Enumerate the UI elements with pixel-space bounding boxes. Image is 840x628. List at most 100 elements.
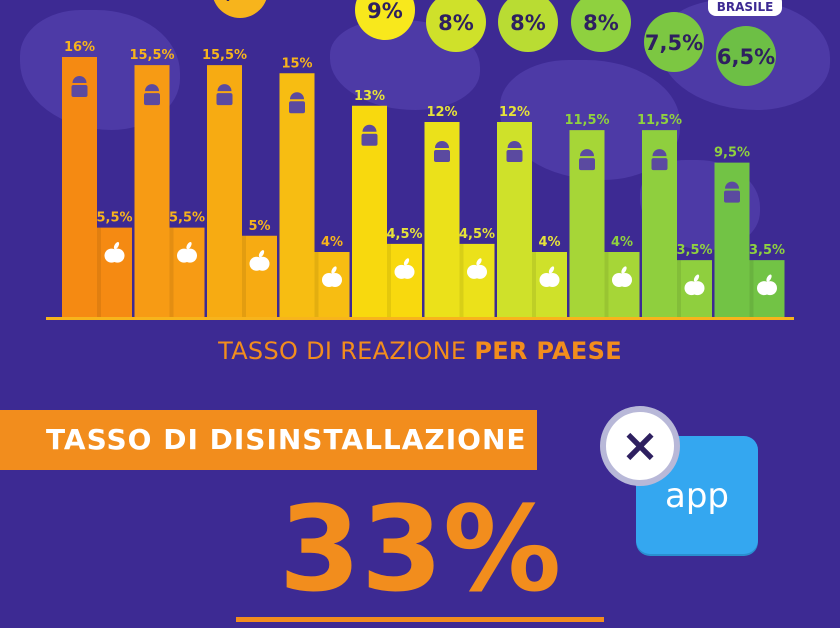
android-icon xyxy=(71,85,88,97)
apple-icon xyxy=(183,248,197,263)
apple-value-label: 5,5% xyxy=(169,211,205,226)
apple-value-label: 4,5% xyxy=(386,227,422,242)
android-icon xyxy=(724,188,740,191)
bar-apple-shade xyxy=(604,252,609,317)
apple-icon xyxy=(548,266,555,274)
bar-apple-shade xyxy=(314,252,319,317)
top-circle xyxy=(716,26,776,86)
caption-bold: PER PAESE xyxy=(474,337,622,365)
top-circle xyxy=(213,0,267,18)
android-icon xyxy=(144,93,160,106)
android-value-label: 12% xyxy=(426,105,457,120)
apple-icon xyxy=(476,258,482,266)
android-icon xyxy=(216,91,233,94)
bar-android xyxy=(207,65,242,317)
android-icon xyxy=(651,156,668,159)
bar-apple xyxy=(242,235,277,317)
reaction-rate-chart: 9,5% 9% 8% 8% 8% 7,5% 6,5% BRASILE 16% 5,5% 15,5% 5… xyxy=(46,0,794,320)
android-icon xyxy=(434,150,450,162)
top-circle xyxy=(571,0,631,52)
top-circle-label: 6,5% xyxy=(717,45,775,69)
bar-apple xyxy=(97,227,132,317)
top-circle-label: 8% xyxy=(510,11,546,35)
chart-caption: TASSO DI REAZIONE PER PAESE xyxy=(0,337,840,365)
close-icon-glyph: × xyxy=(620,418,660,472)
apple-value-label: 5% xyxy=(248,219,270,234)
apple-icon xyxy=(400,264,415,279)
top-circle xyxy=(355,0,415,40)
android-value-label: 15% xyxy=(281,56,312,71)
android-value-label: 15,5% xyxy=(202,48,247,63)
top-circle xyxy=(644,12,704,72)
apple-value-label: 4% xyxy=(321,235,343,250)
bar-apple xyxy=(459,243,495,317)
android-icon xyxy=(361,133,378,146)
apple-value-label: 4% xyxy=(538,235,560,250)
bar-apple-shade xyxy=(459,243,464,317)
close-icon: × xyxy=(600,406,680,486)
apple-icon xyxy=(258,250,265,258)
android-icon xyxy=(579,156,595,159)
android-icon xyxy=(216,93,233,106)
apple-icon xyxy=(618,273,632,287)
top-circle-label: 7,5% xyxy=(645,31,703,55)
bar-android xyxy=(62,57,97,317)
banner-title: TASSO DI DISINSTALLAZIONE xyxy=(46,423,527,456)
apple-icon xyxy=(113,242,120,250)
android-icon xyxy=(724,190,740,203)
bar-apple-shade xyxy=(677,260,681,317)
apple-icon xyxy=(331,266,337,274)
top-circle xyxy=(426,0,486,52)
android-icon xyxy=(579,158,595,171)
apple-value-label: 3,5% xyxy=(749,243,785,258)
android-icon xyxy=(506,148,523,150)
top-circle-label: 8% xyxy=(438,11,474,35)
android-icon xyxy=(289,101,305,114)
android-value-label: 13% xyxy=(354,89,385,104)
android-icon xyxy=(289,99,305,102)
apple-icon xyxy=(403,258,410,266)
bar-android xyxy=(279,73,315,317)
bar-android xyxy=(134,65,170,317)
chart-baseline xyxy=(46,317,794,320)
apple-icon xyxy=(621,266,627,274)
bar-apple xyxy=(169,227,205,317)
android-icon xyxy=(651,158,668,171)
apple-icon xyxy=(328,273,342,287)
apple-icon xyxy=(255,256,270,271)
brasile-badge xyxy=(708,0,782,16)
bar-apple-shade xyxy=(387,243,391,317)
top-circle-label: 9,5% xyxy=(211,0,269,3)
bar-apple-shade xyxy=(169,227,174,317)
apple-icon xyxy=(690,281,705,296)
uninstall-rate-value: 33% xyxy=(278,480,562,618)
bar-apple-shade xyxy=(532,252,536,317)
top-circle xyxy=(498,0,558,52)
apple-icon xyxy=(766,274,772,282)
bar-apple-shade xyxy=(97,227,101,317)
caption-normal: TASSO DI REAZIONE xyxy=(218,337,475,365)
apple-value-label: 4% xyxy=(611,235,633,250)
apple-value-label: 4,5% xyxy=(459,227,495,242)
android-value-label: 11,5% xyxy=(637,113,682,128)
app-icon-label: app xyxy=(665,476,729,516)
apple-icon xyxy=(110,248,125,263)
uninstall-banner: TASSO DI DISINSTALLAZIONE xyxy=(0,410,537,470)
android-icon xyxy=(506,150,523,162)
apple-icon xyxy=(763,281,777,296)
android-icon xyxy=(71,83,88,85)
bar-apple-shade xyxy=(242,235,246,317)
bar-apple-shade xyxy=(749,260,754,317)
apple-icon xyxy=(693,274,700,282)
apple-icon xyxy=(545,273,560,287)
android-value-label: 16% xyxy=(64,40,95,55)
android-value-label: 9,5% xyxy=(714,146,750,161)
android-value-label: 12% xyxy=(499,105,530,120)
apple-icon xyxy=(186,242,192,250)
apple-icon xyxy=(473,264,487,279)
android-icon xyxy=(361,131,378,134)
top-circle-label: 9% xyxy=(367,0,403,23)
apple-value-label: 3,5% xyxy=(676,243,712,258)
value-underline xyxy=(236,617,604,622)
